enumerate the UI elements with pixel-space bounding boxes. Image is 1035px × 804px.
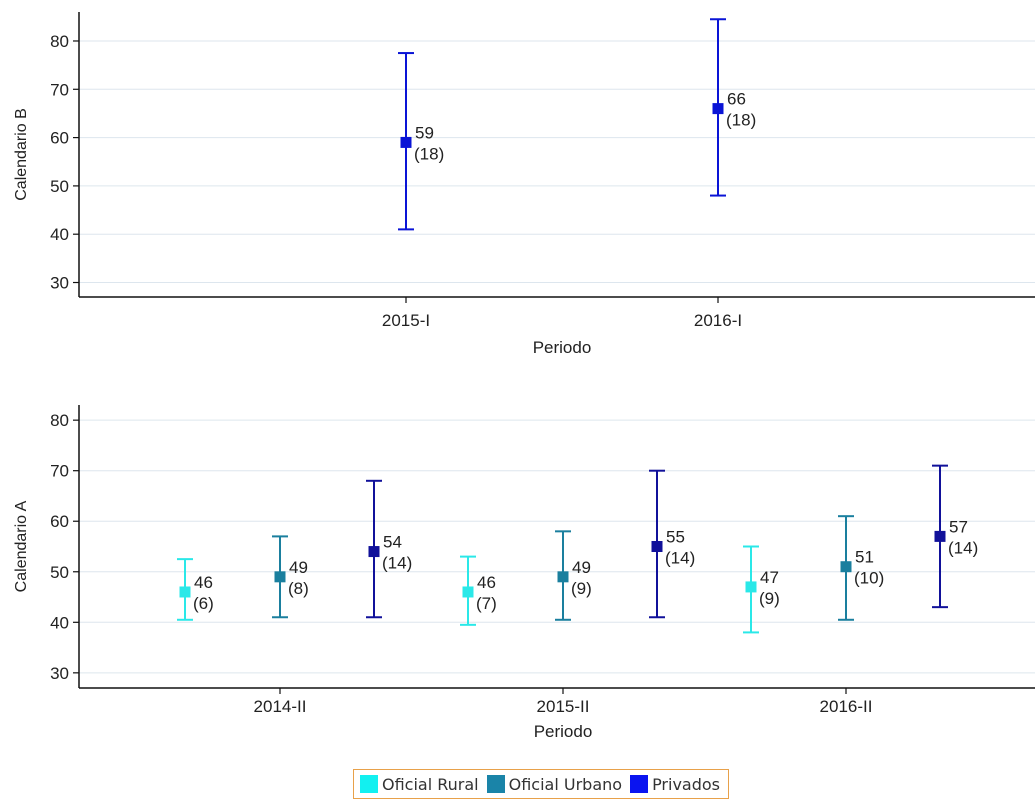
x-tick-label: 2015-II: [537, 697, 590, 716]
data-label-count: (7): [476, 594, 497, 613]
data-point: [745, 581, 757, 593]
chart-panel-2: [73, 405, 1035, 694]
y-tick-label: 30: [50, 664, 69, 683]
data-label-count: (6): [193, 594, 214, 613]
x-axis-title: Periodo: [533, 338, 592, 357]
legend-label-oficial-rural: Oficial Rural: [382, 774, 479, 794]
y-tick-label: 50: [50, 563, 69, 582]
data-point: [840, 561, 852, 573]
y-tick-label: 50: [50, 177, 69, 196]
legend-swatch-oficial-urbano: [486, 775, 505, 793]
data-label-value: 46: [194, 573, 213, 592]
legend-label-privados: Privados: [652, 774, 721, 794]
y-axis-title: Calendario B: [13, 108, 30, 201]
data-point: [557, 571, 569, 583]
y-tick-label: 30: [50, 274, 69, 293]
data-label-count: (18): [726, 111, 756, 130]
data-label-count: (9): [571, 579, 592, 598]
data-label-count: (14): [665, 549, 695, 568]
data-label-count: (14): [382, 554, 412, 573]
data-label-value: 54: [383, 533, 402, 552]
data-label-value: 47: [760, 568, 779, 587]
data-point: [712, 103, 724, 115]
chart-panel-1: [73, 12, 1035, 303]
data-label-count: (18): [414, 144, 444, 163]
y-tick-label: 60: [50, 129, 69, 148]
data-label-value: 55: [666, 528, 685, 547]
data-label-value: 46: [477, 573, 496, 592]
data-point: [934, 530, 946, 542]
y-tick-label: 70: [50, 462, 69, 481]
data-label-value: 49: [289, 558, 308, 577]
y-axis-title: Calendario A: [13, 500, 30, 592]
y-tick-label: 60: [50, 512, 69, 531]
data-point: [651, 541, 663, 552]
legend-item-oficial-urbano[interactable]: Oficial Urbano: [486, 774, 623, 794]
x-axis-title: Periodo: [534, 722, 593, 741]
y-tick-label: 40: [50, 225, 69, 244]
legend: Oficial Rural Oficial Urbano Privados: [353, 769, 730, 799]
x-tick-label: 2016-I: [694, 311, 742, 330]
y-tick-label: 40: [50, 613, 69, 632]
x-tick-label: 2016-II: [820, 697, 873, 716]
data-label-value: 51: [855, 548, 874, 567]
data-label-count: (9): [759, 589, 780, 608]
data-point: [179, 586, 191, 598]
data-point: [400, 136, 412, 148]
legend-swatch-privados: [630, 775, 649, 793]
data-label-count: (8): [288, 579, 309, 598]
data-point: [462, 586, 474, 598]
y-tick-label: 70: [50, 80, 69, 99]
data-label-value: 57: [949, 517, 968, 536]
y-tick-label: 80: [50, 411, 69, 430]
data-label-count: (10): [854, 569, 884, 588]
data-point: [368, 546, 380, 558]
data-point: [274, 571, 286, 583]
x-tick-label: 2014-II: [254, 697, 307, 716]
legend-swatch-oficial-rural: [360, 775, 378, 793]
data-label-count: (14): [948, 538, 978, 557]
legend-item-privados[interactable]: Privados: [630, 775, 720, 794]
x-tick-label: 2015-I: [382, 311, 430, 330]
legend-label-oficial-urbano: Oficial Urbano: [508, 774, 623, 794]
data-label-value: 49: [572, 558, 591, 577]
legend-item-oficial-rural[interactable]: Oficial Rural: [360, 775, 479, 794]
data-label-value: 59: [415, 123, 434, 142]
y-tick-label: 80: [50, 32, 69, 51]
data-label-value: 66: [727, 90, 746, 109]
